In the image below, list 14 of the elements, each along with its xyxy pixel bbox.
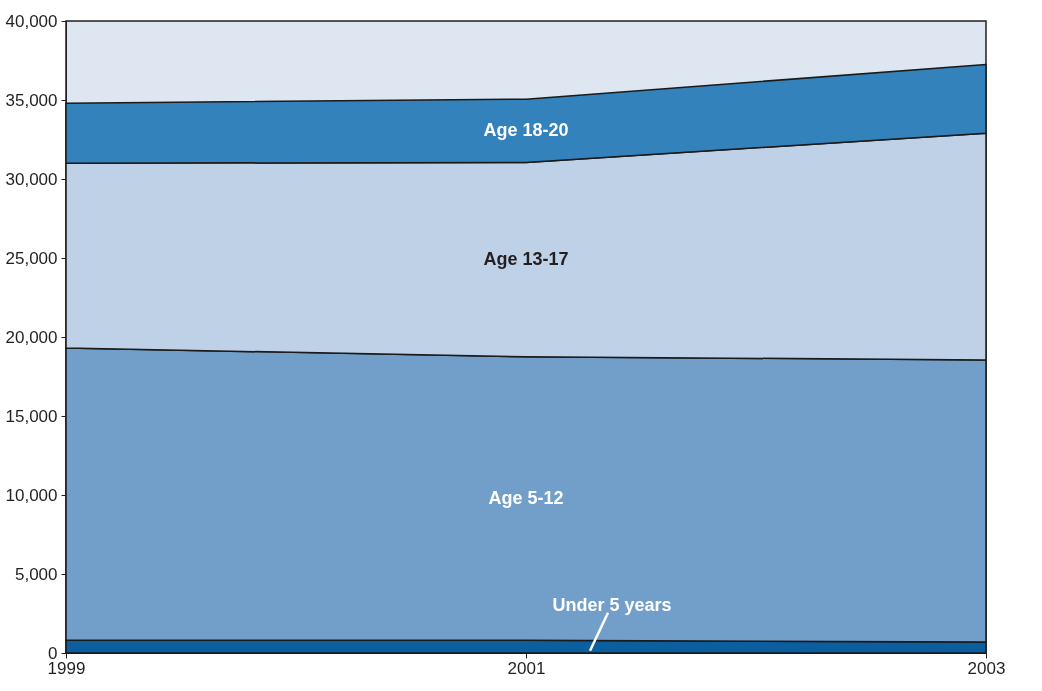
series-label: Age 13-17: [483, 248, 569, 269]
y-tick-label: 20,000: [5, 327, 58, 347]
y-tick-label: 40,000: [5, 11, 58, 31]
x-tick-label: 2003: [967, 658, 1006, 678]
x-tick-label: 2001: [507, 658, 546, 678]
y-tick-label: 5,000: [14, 564, 58, 584]
y-tick-label: 15,000: [5, 406, 58, 426]
series-label: Age 18-20: [483, 119, 569, 140]
y-tick-label: 35,000: [5, 90, 58, 110]
series-label: Age 5-12: [488, 487, 564, 508]
y-tick-label: 30,000: [5, 169, 58, 189]
series-label: Under 5 years: [552, 594, 672, 615]
y-tick-label: 10,000: [5, 485, 58, 505]
y-tick-label: 25,000: [5, 248, 58, 268]
